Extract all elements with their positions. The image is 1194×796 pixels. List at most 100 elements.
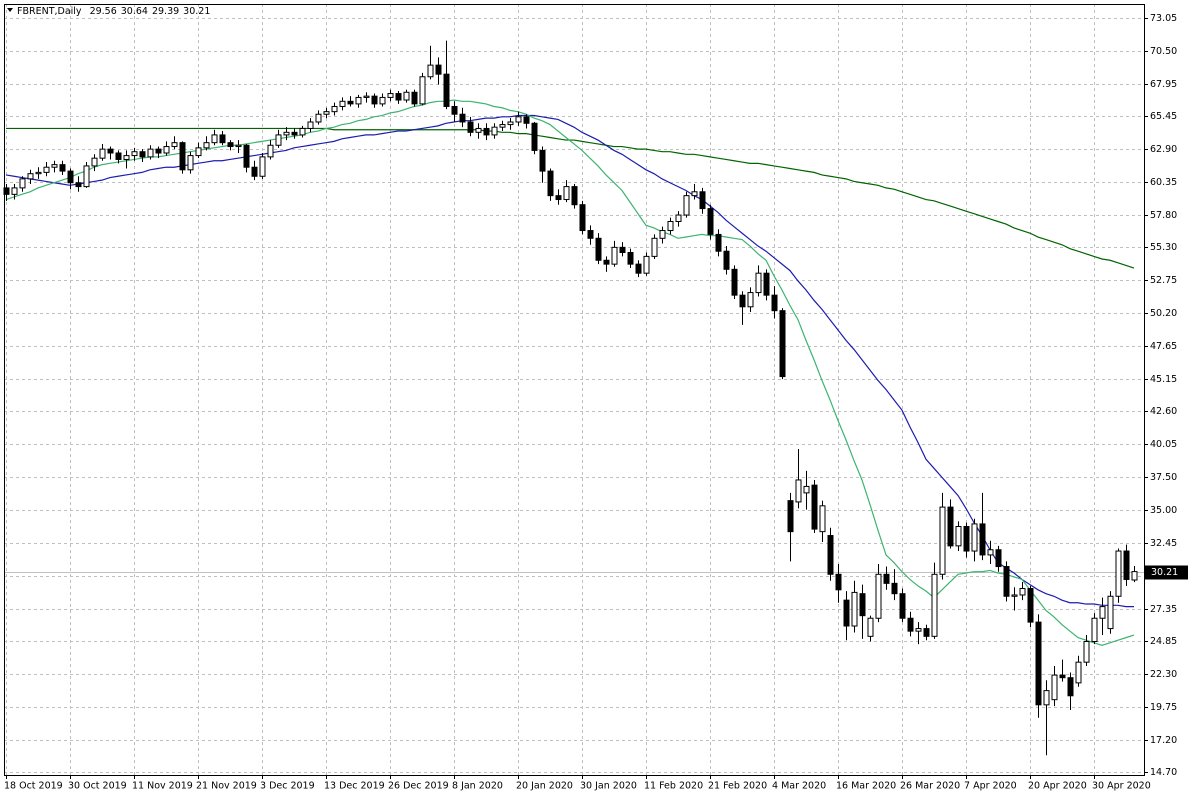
candle-body <box>1107 595 1114 630</box>
grid <box>4 4 1144 775</box>
candle-body <box>283 131 290 136</box>
candle-body <box>843 599 850 627</box>
y-tick-label: 14.70 <box>1150 767 1177 778</box>
y-tick-label: 42.60 <box>1150 406 1177 417</box>
candle-body <box>227 142 234 148</box>
candle-body <box>603 259 610 265</box>
high-value: 30.64 <box>121 6 148 17</box>
chart-header: FBRENT,Daily 29.56 30.64 29.39 30.21 <box>17 6 210 17</box>
open-value: 29.56 <box>90 6 117 17</box>
y-tick-label: 27.35 <box>1150 604 1177 615</box>
candle-body <box>387 93 394 98</box>
candle-body <box>875 573 882 619</box>
candle-body <box>835 573 842 591</box>
close-value: 30.21 <box>183 6 210 17</box>
candle-body <box>755 272 762 294</box>
x-tick-label: 13 Dec 2019 <box>324 781 385 792</box>
candle-body <box>475 127 482 133</box>
candle-body <box>363 95 370 98</box>
candle-body <box>91 157 98 167</box>
x-tick-label: 21 Nov 2019 <box>196 781 257 792</box>
candle-body <box>579 204 586 232</box>
y-tick-label: 50.20 <box>1150 308 1177 319</box>
moving-average-line <box>5 99 1135 647</box>
y-tick-label: 73.05 <box>1150 13 1177 24</box>
candle-body <box>307 121 314 129</box>
candle-body <box>699 191 706 210</box>
candle-body <box>403 91 410 101</box>
candle-body <box>595 237 602 261</box>
low-value: 29.39 <box>152 6 179 17</box>
y-tick-label: 32.45 <box>1150 538 1177 549</box>
candle-body <box>859 593 866 617</box>
candle-body <box>323 111 330 115</box>
candle-body <box>435 64 442 75</box>
x-tick-label: 11 Nov 2019 <box>132 781 193 792</box>
candle-body <box>187 155 194 171</box>
candle-body <box>411 91 418 105</box>
candle-body <box>243 144 250 168</box>
candle-body <box>811 484 818 530</box>
candle-body <box>251 166 258 177</box>
candle-body <box>763 272 770 296</box>
y-tick-label: 22.30 <box>1150 669 1177 680</box>
candle-body <box>139 151 146 158</box>
candle-body <box>635 263 642 274</box>
candle-body <box>483 127 490 136</box>
menu-arrow[interactable] <box>7 8 13 12</box>
moving-average-line <box>5 114 1134 608</box>
candle-body <box>619 246 626 254</box>
candle-body <box>787 500 794 533</box>
candle-body <box>27 173 34 180</box>
candle-body <box>779 310 786 378</box>
candle-body <box>707 208 714 235</box>
candle-body <box>35 171 42 175</box>
candle-body <box>371 95 378 105</box>
y-tick-label: 47.65 <box>1150 341 1177 352</box>
candle-body <box>723 250 730 270</box>
candle-body <box>1091 617 1098 643</box>
candle-body <box>539 149 546 172</box>
candle-body <box>667 220 674 232</box>
candle-body <box>571 186 578 206</box>
candle-body <box>467 121 474 133</box>
candle-body <box>555 195 562 201</box>
candle-body <box>675 214 682 222</box>
candle-body <box>531 122 538 151</box>
candle-body <box>995 549 1002 568</box>
candle-body <box>67 170 74 184</box>
candle-body <box>507 121 514 126</box>
candle-body <box>219 134 226 144</box>
candle-body <box>1075 661 1082 684</box>
candle-body <box>1043 690 1050 706</box>
candle-body <box>171 142 178 148</box>
y-tick-label: 62.90 <box>1150 144 1177 155</box>
candle-body <box>155 148 162 154</box>
candle-body <box>947 506 954 547</box>
candle-body <box>795 479 802 503</box>
candle-body <box>1003 566 1010 597</box>
candle-body <box>99 148 106 159</box>
candle-body <box>427 64 434 78</box>
candle-body <box>203 142 210 149</box>
x-tick-label: 20 Jan 2020 <box>516 781 573 792</box>
candle-body <box>1115 550 1122 597</box>
candle-body <box>163 146 170 154</box>
x-tick-label: 8 Jan 2020 <box>452 781 503 792</box>
candle-body <box>867 617 874 637</box>
x-tick-label: 21 Feb 2020 <box>708 781 767 792</box>
candle-body <box>11 187 18 195</box>
candle-body <box>891 582 898 595</box>
y-tick-label: 45.15 <box>1150 374 1177 385</box>
candle-body <box>1083 641 1090 663</box>
candle-body <box>1123 550 1130 580</box>
y-tick-label: 65.45 <box>1150 111 1177 122</box>
candle-body <box>299 127 306 136</box>
candle-body <box>51 164 58 168</box>
y-tick-label: 70.50 <box>1150 46 1177 57</box>
x-tick-label: 20 Apr 2020 <box>1028 781 1087 792</box>
candle-body <box>931 573 938 637</box>
candle-body <box>275 134 282 146</box>
